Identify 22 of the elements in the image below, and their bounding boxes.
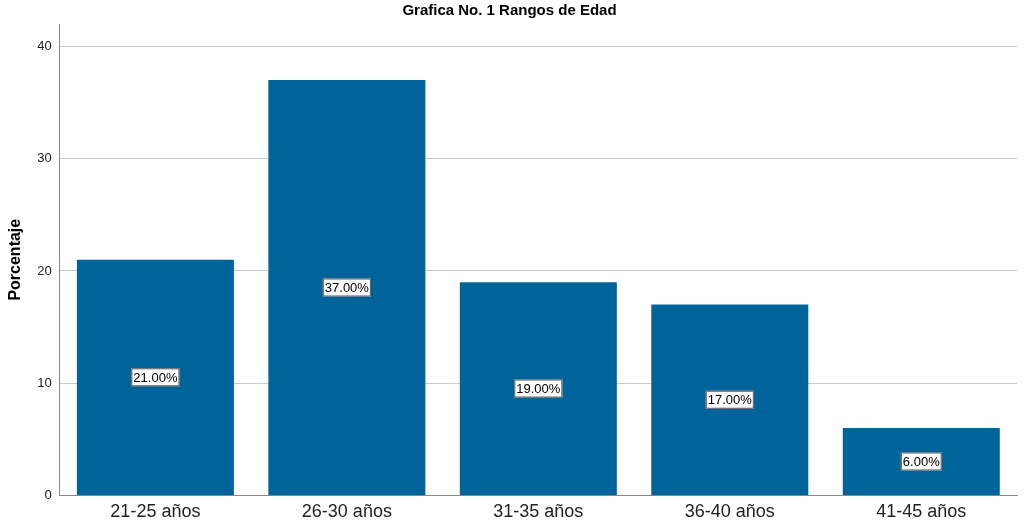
y-tick-label: 30: [37, 150, 52, 166]
data-label: 6.00%: [902, 454, 941, 470]
data-label: 17.00%: [707, 392, 753, 408]
bar: [459, 282, 617, 495]
y-axis-title: Porcentaje: [6, 218, 24, 301]
y-tick-label: 10: [37, 374, 52, 390]
chart-title: Grafica No. 1 Rangos de Edad: [402, 1, 617, 19]
bar: [842, 428, 1000, 495]
data-label: 37.00%: [324, 280, 370, 296]
x-tick-label: 21-25 años: [110, 501, 201, 522]
y-tick-label: 20: [37, 262, 52, 278]
data-label: 21.00%: [133, 369, 178, 385]
bar: [651, 304, 809, 495]
bar: [268, 80, 426, 495]
x-tick-label: 31-35 años: [493, 501, 584, 522]
y-tick-label: 40: [37, 38, 52, 54]
data-label: 19.00%: [516, 381, 561, 397]
x-tick-label: 26-30 años: [301, 501, 392, 522]
y-tick-label: 0: [44, 486, 52, 502]
x-tick-label: 41-45 años: [876, 501, 967, 522]
bar: [76, 259, 234, 495]
x-tick-label: 36-40 años: [684, 501, 775, 522]
